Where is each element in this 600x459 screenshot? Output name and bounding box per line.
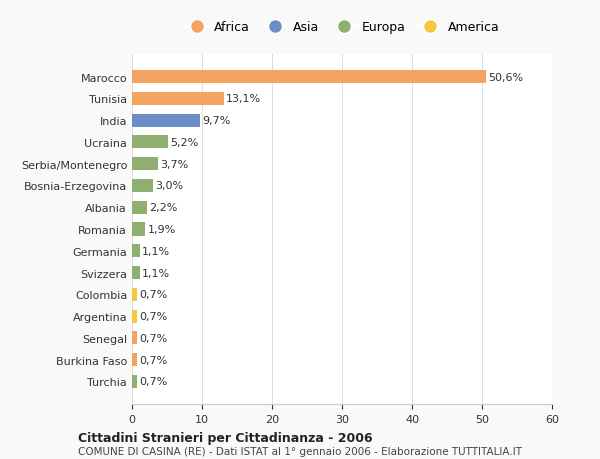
Bar: [132, 158, 158, 171]
Text: 0,7%: 0,7%: [139, 355, 167, 365]
Bar: [132, 266, 140, 280]
Text: 1,1%: 1,1%: [142, 268, 170, 278]
Text: 1,1%: 1,1%: [142, 246, 170, 256]
Bar: [132, 201, 148, 214]
Text: 0,7%: 0,7%: [139, 290, 167, 300]
Text: 3,7%: 3,7%: [160, 159, 188, 169]
Text: COMUNE DI CASINA (RE) - Dati ISTAT al 1° gennaio 2006 - Elaborazione TUTTITALIA.: COMUNE DI CASINA (RE) - Dati ISTAT al 1°…: [78, 447, 522, 456]
Bar: [132, 93, 224, 106]
Text: 5,2%: 5,2%: [170, 138, 199, 148]
Bar: [132, 179, 153, 193]
Text: 0,7%: 0,7%: [139, 333, 167, 343]
Text: 2,2%: 2,2%: [149, 203, 178, 213]
Legend: Africa, Asia, Europa, America: Africa, Asia, Europa, America: [179, 16, 505, 39]
Text: 50,6%: 50,6%: [488, 73, 523, 83]
Text: 3,0%: 3,0%: [155, 181, 183, 191]
Text: 9,7%: 9,7%: [202, 116, 230, 126]
Bar: [132, 136, 169, 149]
Text: 1,9%: 1,9%: [148, 224, 176, 235]
Bar: [132, 245, 140, 258]
Text: 13,1%: 13,1%: [226, 94, 261, 104]
Text: Cittadini Stranieri per Cittadinanza - 2006: Cittadini Stranieri per Cittadinanza - 2…: [78, 431, 373, 444]
Bar: [132, 114, 200, 128]
Bar: [132, 353, 137, 366]
Bar: [132, 288, 137, 301]
Text: 0,7%: 0,7%: [139, 311, 167, 321]
Bar: [132, 375, 137, 388]
Bar: [132, 223, 145, 236]
Bar: [132, 310, 137, 323]
Bar: [132, 71, 486, 84]
Text: 0,7%: 0,7%: [139, 376, 167, 386]
Bar: [132, 331, 137, 345]
